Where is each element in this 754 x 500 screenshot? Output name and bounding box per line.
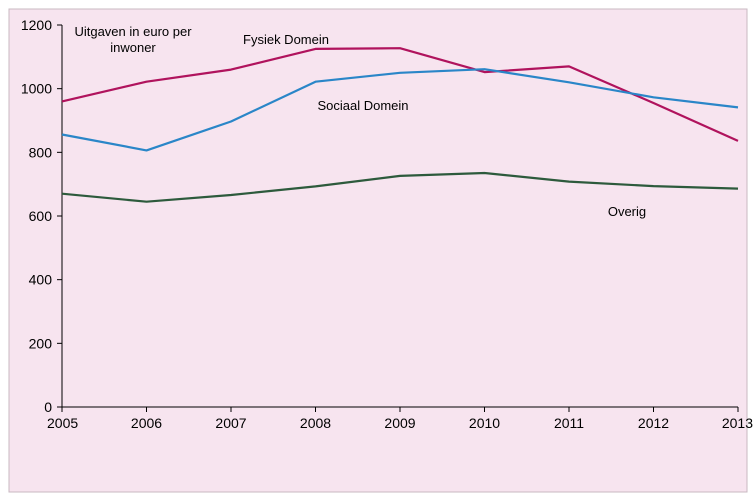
unit-label-line1: Uitgaven in euro per <box>74 24 192 39</box>
y-tick-label: 1000 <box>21 81 52 97</box>
series-label-sociaal-domein: Sociaal Domein <box>317 98 408 113</box>
y-axis-ticks: 0 200 400 600 800 1000 1200 <box>21 17 62 415</box>
x-tick-label: 2012 <box>638 415 669 431</box>
x-tick-label: 2013 <box>722 415 753 431</box>
y-tick-label: 200 <box>29 335 53 351</box>
x-axis-ticks: 2005 2006 2007 2008 2009 2010 2011 2012 2013 <box>47 407 753 431</box>
series-lines <box>61 47 739 203</box>
x-tick-label: 2011 <box>554 415 584 431</box>
series-line-fysiek-domein <box>61 47 739 142</box>
series-label-fysiek-domein: Fysiek Domein <box>243 32 329 47</box>
x-tick-label: 2009 <box>384 415 415 431</box>
x-tick-label: 2007 <box>215 415 246 431</box>
series-line-overig <box>61 171 739 203</box>
unit-label-line2: inwoner <box>110 40 156 55</box>
series-label-overig: Overig <box>608 204 646 219</box>
y-tick-label: 400 <box>29 272 53 288</box>
x-tick-label: 2008 <box>300 415 331 431</box>
chart-background <box>8 8 748 493</box>
x-tick-label: 2006 <box>131 415 162 431</box>
x-tick-label: 2005 <box>47 415 78 431</box>
y-tick-label: 600 <box>29 208 53 224</box>
x-tick-label: 2010 <box>469 415 500 431</box>
series-line-sociaal-domein <box>61 68 739 152</box>
y-tick-label: 0 <box>44 399 52 415</box>
y-tick-label: 1200 <box>21 17 52 33</box>
y-tick-label: 800 <box>29 144 53 160</box>
